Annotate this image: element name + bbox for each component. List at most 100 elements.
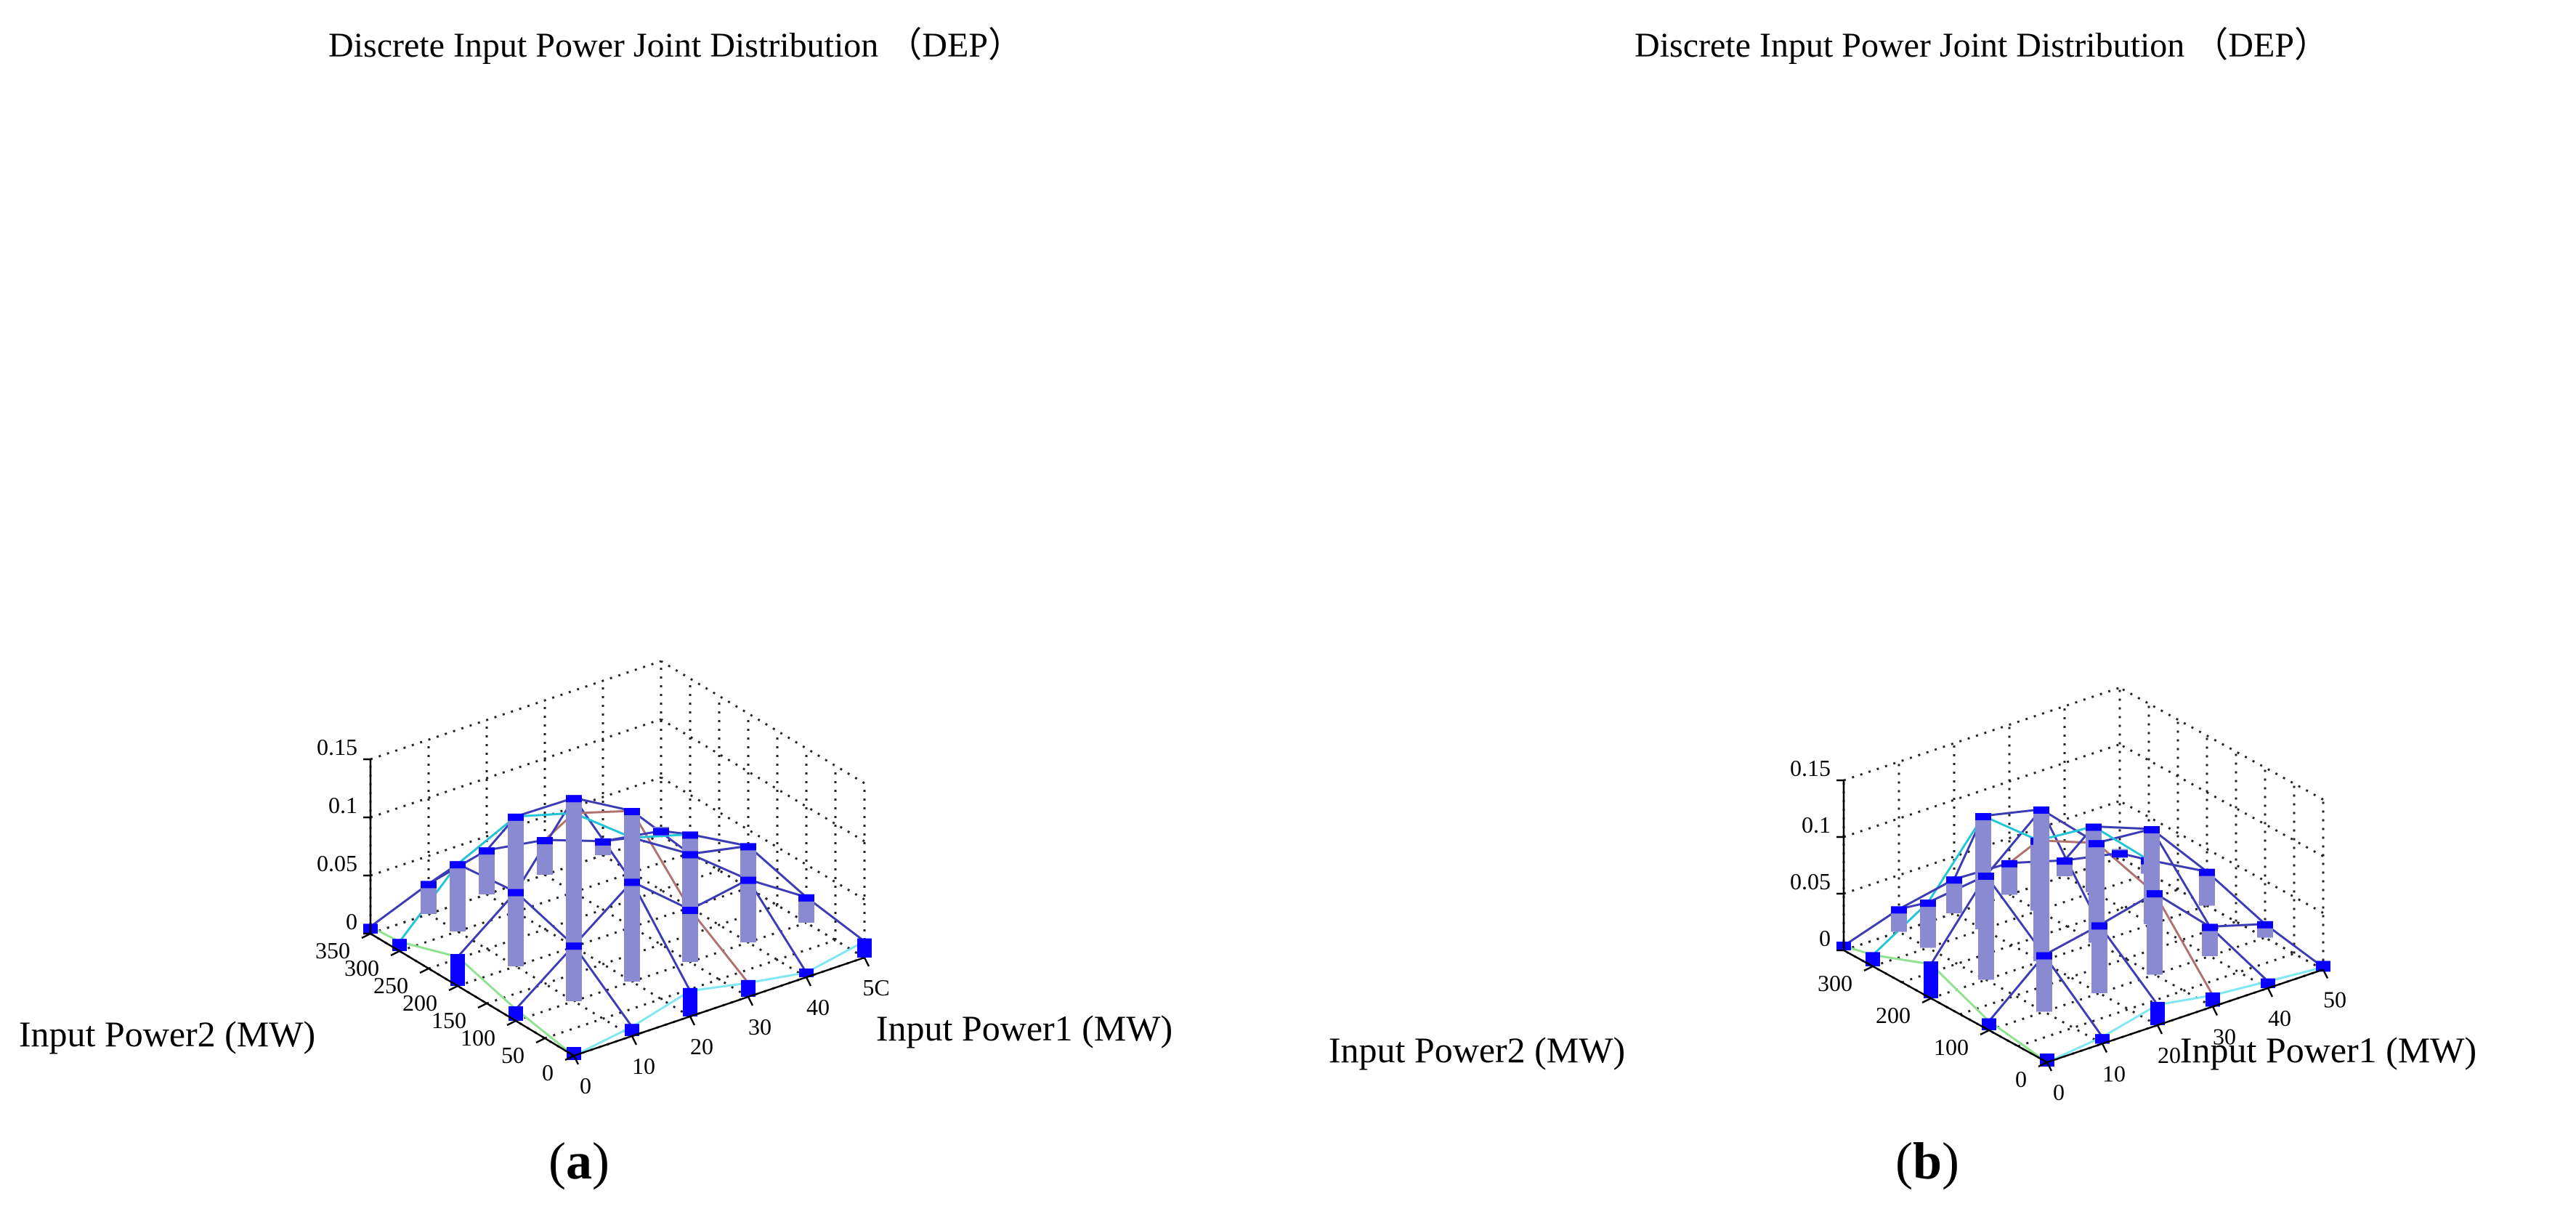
- y-tick-mark: [2038, 1061, 2048, 1068]
- stem-cap: [799, 969, 814, 977]
- stem-cap: [421, 881, 437, 889]
- y-tick-label: 0: [2015, 1066, 2027, 1092]
- stem-cap: [1866, 952, 1880, 960]
- mesh-line: [1988, 891, 2266, 1022]
- stem-cap: [450, 861, 466, 869]
- x-tick-mark: [2101, 1043, 2108, 1054]
- stem-bar: [740, 879, 756, 942]
- x-tick-label: 20: [2158, 1042, 2181, 1068]
- stem-cap: [2261, 978, 2275, 986]
- stem-cap: [1946, 876, 1962, 884]
- stem-cap: [683, 987, 697, 995]
- mesh-line: [2046, 966, 2324, 1064]
- stem-bar: [2091, 925, 2107, 993]
- stem-cap: [537, 837, 553, 844]
- z-tick-label: 0.05: [1790, 868, 1831, 894]
- stem-bar: [566, 945, 582, 1001]
- panel-b: Discrete Input Power Joint Distribution …: [1329, 26, 2476, 1190]
- stem-bar: [450, 957, 465, 986]
- x-tick-mark: [631, 1035, 638, 1046]
- axis-layer: [1842, 780, 2324, 1064]
- stem-cap: [653, 828, 669, 836]
- stem-cap: [1982, 1018, 1996, 1026]
- chart-title: Discrete Input Power Joint Distribution …: [1635, 26, 2329, 65]
- x-tick-label: 40: [806, 994, 830, 1020]
- mesh-line: [573, 940, 865, 1057]
- y-tick-label: 250: [373, 972, 408, 998]
- y-tick-mark: [477, 1002, 487, 1009]
- stem-cap: [508, 813, 524, 821]
- stem-cap: [2257, 921, 2273, 929]
- y-axis-label: Input Power2 (MW): [1329, 1030, 1625, 1070]
- z-tick-label: 0.15: [317, 734, 357, 760]
- stem-cap: [2316, 964, 2330, 972]
- y-tick-label: 300: [1818, 970, 1852, 996]
- y-tick-mark: [448, 984, 458, 992]
- stem-cap: [1924, 961, 1938, 969]
- stem-bar: [682, 834, 698, 853]
- stem-cap: [2147, 890, 2163, 898]
- panel-label-letter: b: [1913, 1132, 1942, 1190]
- side-wall-grid-line: [660, 718, 865, 843]
- stem-cap: [740, 876, 756, 884]
- x-tick-mark: [2211, 1006, 2219, 1016]
- stem-bar: [2202, 926, 2218, 956]
- x-tick-label: 5C: [862, 974, 889, 1000]
- panel-label-close: ): [1942, 1132, 1959, 1190]
- tick-layer: 0 10 20 30 40 50 0 100 200 300 0 0.05 0.1 0.15: [1790, 755, 2346, 1105]
- stem-bar: [2199, 871, 2215, 906]
- z-tick-label: 0.15: [1790, 755, 1831, 781]
- stem-bar: [682, 854, 698, 907]
- z-tick-label: 0.05: [317, 850, 357, 876]
- stem-cap: [2112, 850, 2128, 858]
- floor-grid-line: [1898, 931, 2103, 1045]
- y-tick-label: 100: [461, 1024, 495, 1051]
- back-wall-grid-line: [370, 718, 662, 819]
- stem-cap: [857, 938, 872, 946]
- mesh-line: [1871, 814, 2150, 956]
- floor-grid-line: [1988, 937, 2266, 1032]
- y-tick-mark: [506, 1019, 517, 1027]
- stem-bar: [1924, 964, 1938, 998]
- stem-bar: [2036, 955, 2052, 1012]
- y-tick-label: 200: [1876, 1002, 1911, 1028]
- mesh-line: [398, 812, 691, 943]
- floor-grid-line: [1930, 905, 2208, 1000]
- mesh-layer: [1843, 808, 2324, 1064]
- z-tick-label: 0: [346, 908, 357, 934]
- grid-layer: [1842, 687, 2325, 1064]
- x-tick-mark: [2322, 969, 2329, 979]
- stem-cap: [2033, 806, 2049, 814]
- side-wall-grid-line: [2119, 800, 2324, 914]
- x-axis-line: [2046, 969, 2324, 1064]
- stem-bar: [683, 990, 697, 1016]
- x-tick-mark: [863, 957, 870, 967]
- stem-bar: [1946, 879, 1962, 913]
- grid-layer: [369, 660, 866, 1057]
- x-tick-label: 10: [632, 1053, 655, 1079]
- x-tick-label: 40: [2268, 1005, 2291, 1031]
- x-axis-label: Input Power1 (MW): [876, 1008, 1172, 1048]
- stem-cap: [508, 889, 524, 897]
- y-tick-mark: [564, 1054, 575, 1062]
- x-tick-mark: [805, 976, 812, 987]
- z-tick-label: 0.1: [328, 792, 357, 818]
- stem-bar: [1978, 875, 1994, 980]
- stem-cap: [682, 907, 698, 914]
- panel-label-b: (b): [1895, 1132, 1959, 1190]
- x-tick-mark: [2267, 987, 2274, 998]
- stem-cap: [624, 808, 640, 815]
- y-tick-label: 0: [542, 1059, 554, 1085]
- stem-cap: [1920, 899, 1936, 907]
- stem-cap: [479, 847, 495, 855]
- x-tick-mark: [572, 1055, 580, 1065]
- stem-cap: [509, 1006, 523, 1014]
- panel-a: Discrete Input Power Joint Distribution …: [19, 26, 1172, 1190]
- y-tick-label: 50: [501, 1042, 524, 1068]
- x-axis-line: [573, 956, 865, 1057]
- panel-label-open: (: [1895, 1132, 1913, 1190]
- x-tick-label: 10: [2102, 1061, 2126, 1087]
- stem-cap: [2206, 992, 2220, 1000]
- y-tick-mark: [419, 967, 429, 974]
- stem-cap: [682, 831, 698, 839]
